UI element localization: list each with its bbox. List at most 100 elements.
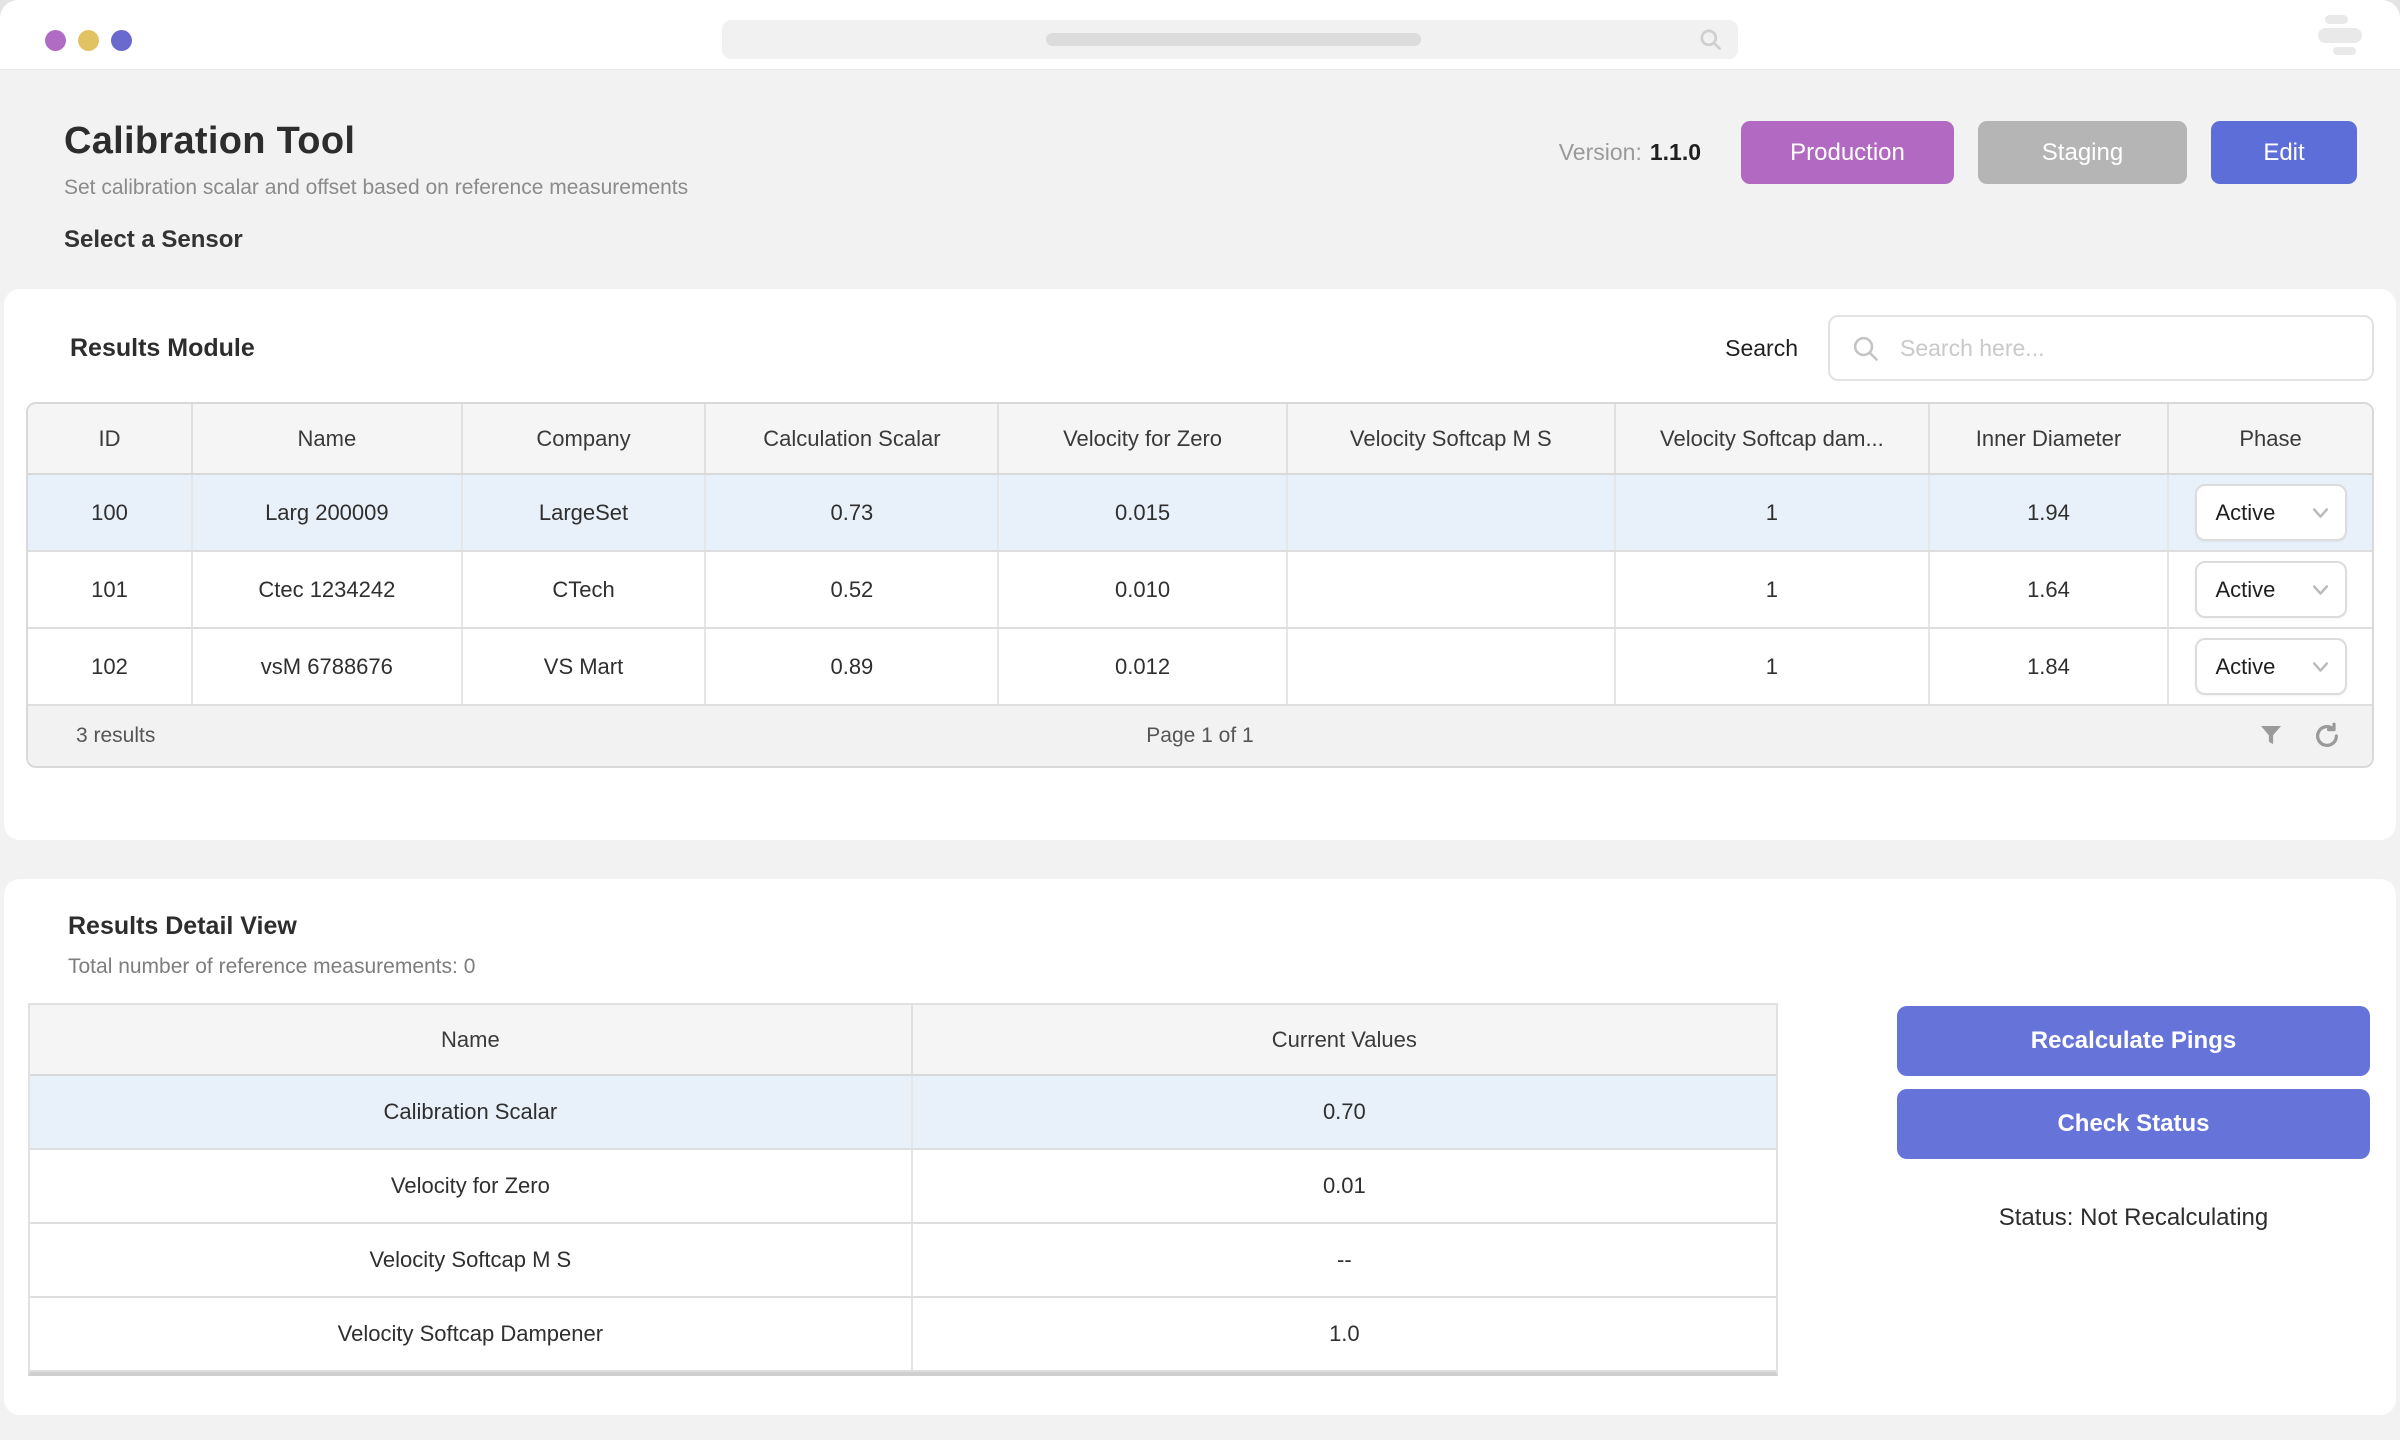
col-name: Name — [30, 1005, 913, 1076]
results-detail-card: Results Detail View Total number of refe… — [4, 879, 2396, 1415]
detail-actions: Recalculate Pings Check Status Status: N… — [1897, 1006, 2370, 1232]
cell-velocity-for-zero: 0.010 — [998, 551, 1288, 629]
col-velocity-softcap-m-s: Velocity Softcap M S — [1286, 404, 1616, 475]
version-caption: Version: — [1558, 139, 1642, 165]
results-module-header: Results Module Search — [26, 315, 2374, 381]
footer-icons — [2256, 721, 2342, 751]
version-value: 1.1.0 — [1649, 139, 1701, 165]
search-group: Search — [1725, 315, 2374, 381]
page-subtitle: Set calibration scalar and offset based … — [64, 176, 689, 199]
table-row[interactable]: 101 Ctec 1234242 CTech 0.52 0.010 1 1.64 Active — [28, 551, 2372, 629]
col-name: Name — [192, 404, 463, 475]
phase-select[interactable]: Active — [2194, 561, 2347, 618]
chevron-down-icon — [2312, 661, 2328, 672]
recalculate-pings-button[interactable]: Recalculate Pings — [1897, 1006, 2370, 1076]
header-actions: Version: 1.1.0 Production Staging Edit — [1559, 121, 2357, 184]
results-count: 3 results — [76, 724, 156, 747]
browser-chrome — [0, 0, 2400, 70]
results-table: ID Name Company Calculation Scalar Velocity … — [26, 402, 2374, 768]
window-maximize-dot[interactable] — [111, 30, 132, 51]
results-module-card: Results Module Search IDNameCompanyCalcu… — [4, 289, 2396, 840]
col-velocity-for-zero: Velocity for Zero — [998, 404, 1288, 475]
production-button[interactable]: Production — [1741, 121, 1954, 184]
search-icon — [1700, 29, 1721, 50]
detail-name: Velocity for Zero — [30, 1149, 913, 1224]
staging-button[interactable]: Staging — [1978, 121, 2187, 184]
cell-id: 101 — [28, 551, 194, 629]
detail-name: Calibration Scalar — [30, 1075, 913, 1150]
col-id: ID — [28, 404, 194, 475]
detail-view-subtitle: Total number of reference measurements: … — [68, 955, 476, 978]
col-velocity-softcap-dam: Velocity Softcap dam... — [1614, 404, 1930, 475]
cell-velocity-softcap-dam: 1 — [1614, 474, 1930, 552]
refresh-icon[interactable] — [2312, 721, 2342, 751]
detail-value: 0.70 — [911, 1075, 1776, 1150]
cell-inner-diameter: 1.84 — [1928, 628, 2170, 706]
detail-value: -- — [911, 1223, 1776, 1298]
results-module-title: Results Module — [70, 333, 255, 362]
search-label: Search — [1725, 334, 1798, 361]
results-table-footer: 3 results Page 1 of 1 — [28, 706, 2372, 766]
chevron-down-icon — [2312, 507, 2328, 518]
status-text: Status: Not Recalculating — [1998, 1204, 2269, 1231]
phase-value: Active — [2215, 653, 2276, 679]
table-row[interactable]: 102 vsM 6788676 VS Mart 0.89 0.012 1 1.84 Activ… — [28, 628, 2372, 706]
cell-velocity-softcap-m-s — [1286, 551, 1616, 629]
chevron-down-icon — [2312, 584, 2328, 595]
header-text-block: Calibration Tool Set calibration scalar … — [64, 120, 688, 254]
cell-velocity-softcap-m-s — [1286, 474, 1616, 552]
address-bar[interactable] — [722, 20, 1738, 59]
menu-icon[interactable] — [2318, 15, 2362, 55]
col-calculation-scalar: Calculation Scalar — [705, 404, 1000, 475]
check-status-button[interactable]: Check Status — [1897, 1089, 2370, 1159]
cell-velocity-softcap-m-s — [1286, 628, 1616, 706]
detail-name: Velocity Softcap Dampener — [30, 1297, 913, 1372]
window-close-dot[interactable] — [45, 30, 66, 51]
version-label: Version: 1.1.0 — [1559, 139, 1701, 166]
cell-velocity-for-zero: 0.012 — [998, 628, 1288, 706]
search-input[interactable] — [1898, 333, 2352, 363]
page-indicator: Page 1 of 1 — [1146, 724, 1254, 747]
phase-select[interactable]: Active — [2194, 638, 2347, 695]
detail-name: Velocity Softcap M S — [30, 1223, 913, 1298]
cell-company: VS Mart — [461, 628, 707, 706]
cell-inner-diameter: 1.64 — [1928, 551, 2170, 629]
cell-calculation-scalar: 0.89 — [705, 628, 1000, 706]
detail-value: 1.0 — [911, 1297, 1776, 1372]
cell-calculation-scalar: 0.52 — [705, 551, 1000, 629]
detail-table-header-row: Name Current Values — [30, 1005, 1776, 1076]
detail-row[interactable]: Velocity Softcap M S -- — [30, 1223, 1776, 1298]
detail-view-title: Results Detail View — [68, 912, 297, 940]
cell-name: Ctec 1234242 — [192, 551, 463, 629]
phase-value: Active — [2215, 499, 2276, 525]
detail-row[interactable]: Calibration Scalar 0.70 — [30, 1075, 1776, 1150]
col-current-values: Current Values — [911, 1005, 1776, 1076]
phase-select[interactable]: Active — [2194, 484, 2347, 541]
select-sensor-label: Select a Sensor — [64, 226, 243, 253]
col-inner-diameter: Inner Diameter — [1928, 404, 2170, 475]
cell-company: LargeSet — [461, 474, 707, 552]
detail-table: Name Current Values Calibration Scalar 0.7… — [28, 1003, 1778, 1376]
page-title: Calibration Tool — [64, 120, 356, 162]
search-icon — [1853, 336, 1878, 361]
cell-name: vsM 6788676 — [192, 628, 463, 706]
app-header: Calibration Tool Set calibration scalar … — [0, 70, 2400, 289]
detail-row[interactable]: Velocity Softcap Dampener 1.0 — [30, 1297, 1776, 1372]
cell-inner-diameter: 1.94 — [1928, 474, 2170, 552]
window-minimize-dot[interactable] — [78, 30, 99, 51]
cell-id: 100 — [28, 474, 194, 552]
detail-row[interactable]: Velocity for Zero 0.01 — [30, 1149, 1776, 1224]
table-row[interactable]: 100 Larg 200009 LargeSet 0.73 0.015 1 1.94 Acti… — [28, 474, 2372, 552]
col-phase: Phase — [2168, 404, 2372, 475]
filter-icon[interactable] — [2256, 721, 2286, 751]
cell-name: Larg 200009 — [192, 474, 463, 552]
address-text-placeholder — [1046, 33, 1421, 46]
cell-velocity-softcap-dam: 1 — [1614, 551, 1930, 629]
cell-velocity-softcap-dam: 1 — [1614, 628, 1930, 706]
cell-phase: Active — [2168, 628, 2372, 706]
edit-button[interactable]: Edit — [2211, 121, 2357, 184]
search-box[interactable] — [1828, 315, 2374, 381]
detail-value: 0.01 — [911, 1149, 1776, 1224]
results-table-header-row: ID Name Company Calculation Scalar Velocity … — [28, 404, 2372, 475]
